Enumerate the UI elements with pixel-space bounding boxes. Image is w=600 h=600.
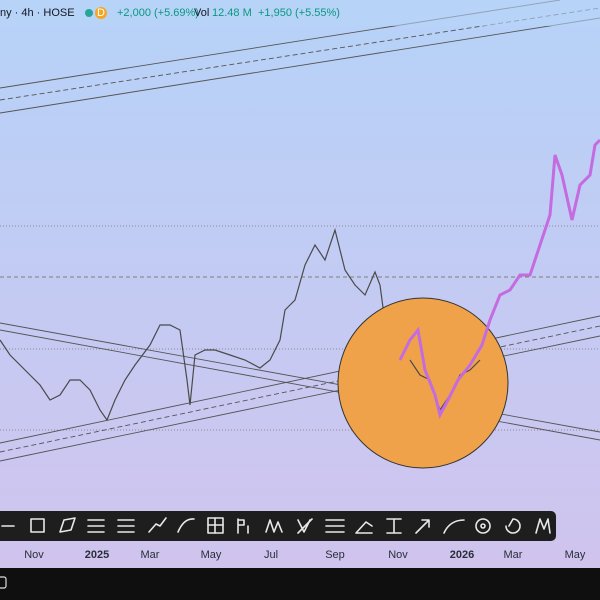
tool-rect[interactable] <box>30 518 45 533</box>
tool-path[interactable] <box>148 517 167 533</box>
tool-brush[interactable] <box>443 519 465 534</box>
time-label: 2025 <box>85 549 109 561</box>
tool-levels[interactable] <box>325 519 345 533</box>
time-label: May <box>565 549 586 561</box>
drawing-toolbar <box>0 511 556 541</box>
tool-trend[interactable] <box>297 518 313 534</box>
volume-change: +1,950 (+5.55%) <box>258 7 340 19</box>
time-label: Mar <box>141 549 160 561</box>
time-label: Mar <box>504 549 523 561</box>
tool-forecast[interactable] <box>505 518 521 534</box>
badge: D <box>97 7 105 19</box>
tool-text[interactable] <box>386 518 402 534</box>
tool-parallelogram[interactable] <box>59 517 76 533</box>
bottom-icon[interactable] <box>0 576 7 589</box>
price-change: +2,000 (+5.69%) <box>117 7 199 19</box>
tool-pattern[interactable] <box>237 518 249 534</box>
tool-curve[interactable] <box>177 518 195 533</box>
symbol-label[interactable]: ny · 4h · HOSE <box>0 7 75 19</box>
channel-line <box>0 17 600 114</box>
tool-arrow[interactable] <box>415 519 430 534</box>
status-dot <box>85 9 93 17</box>
highlight-circle <box>337 297 509 469</box>
time-label: Sep <box>325 549 345 561</box>
channel-line <box>0 315 600 444</box>
tool-circle[interactable] <box>475 518 491 534</box>
channel-line <box>0 329 600 441</box>
volume-value: 12.48 M <box>212 7 252 19</box>
time-label: Nov <box>24 549 44 561</box>
time-label: May <box>201 549 222 561</box>
time-label: Jul <box>264 549 278 561</box>
tool-angle[interactable] <box>355 521 373 534</box>
volume-label: Vol <box>194 7 209 19</box>
tool-pattern-2[interactable] <box>535 518 551 534</box>
badge-bg <box>95 7 107 19</box>
projection-line <box>398 138 600 420</box>
tool-fib[interactable] <box>117 519 135 533</box>
tool-channel[interactable] <box>87 519 105 533</box>
channel-line <box>0 325 600 453</box>
price-line <box>0 227 411 422</box>
tool-xabcd[interactable] <box>265 519 283 533</box>
time-axis: Nov 2025 Mar May Jul Sep Nov 2026 Mar May <box>24 549 586 561</box>
time-label: Nov <box>388 549 408 561</box>
levels <box>0 225 600 431</box>
time-label: 2026 <box>450 549 474 561</box>
bottom-bar <box>0 568 600 600</box>
